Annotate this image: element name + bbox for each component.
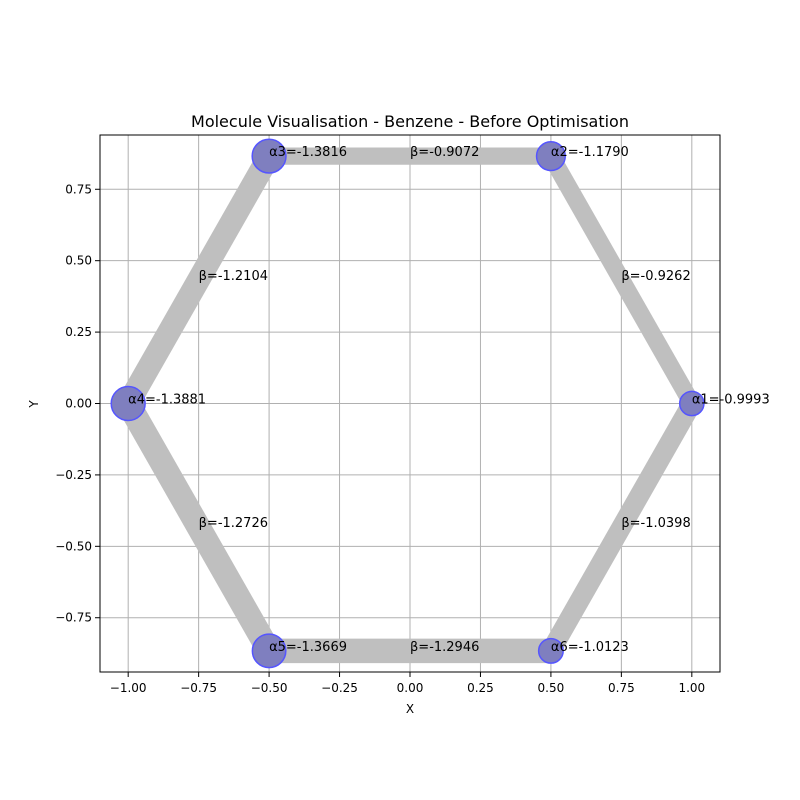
- x-tick-label: 0.75: [608, 681, 635, 695]
- x-tick-label: −0.50: [251, 681, 288, 695]
- y-tick-label: 0.75: [65, 182, 92, 196]
- ticks: −1.00 −0.75 −0.50 −0.25 0.00 0.25 0.50 0.75 1.00…: [55, 182, 705, 695]
- atom-label: α3=-1.3816: [269, 145, 347, 160]
- atom-label: α1=-0.9993: [692, 393, 770, 408]
- bond-label: β=-1.2726: [199, 516, 268, 531]
- atom-node: [110, 385, 146, 422]
- x-tick-label: 1.00: [678, 681, 705, 695]
- y-tick-label: 0.00: [65, 397, 92, 411]
- bond-label: β=-1.2104: [199, 269, 268, 284]
- y-tick-label: −0.50: [55, 539, 92, 553]
- labels: β=-0.9262 β=-0.9072 β=-1.2104 β=-1.2726 β=-1…: [128, 145, 770, 655]
- atoms: [110, 138, 705, 669]
- atom-label: α5=-1.3669: [269, 640, 347, 655]
- x-tick-label: 0.25: [467, 681, 494, 695]
- atom-label: α2=-1.1790: [551, 145, 629, 160]
- x-axis-label: X: [406, 702, 414, 716]
- atom-node: [537, 637, 564, 664]
- bond-line: [542, 398, 701, 656]
- x-tick-label: −1.00: [110, 681, 147, 695]
- x-tick-label: 0.00: [397, 681, 424, 695]
- y-tick-label: 0.50: [65, 254, 92, 268]
- bond-label: β=-1.0398: [621, 516, 690, 531]
- bond-label: β=-0.9262: [621, 269, 690, 284]
- bond-label: β=-1.2946: [410, 640, 479, 655]
- bond-line: [543, 151, 700, 408]
- x-tick-label: −0.25: [321, 681, 358, 695]
- atom-label: α6=-1.0123: [551, 640, 629, 655]
- bonds: [117, 147, 701, 664]
- y-tick-label: −0.25: [55, 468, 92, 482]
- atom-node: [251, 138, 287, 174]
- y-tick-label: −0.75: [55, 611, 92, 625]
- x-tick-label: 0.50: [538, 681, 565, 695]
- atom-node: [251, 633, 287, 669]
- atom-node: [535, 141, 567, 172]
- atom-node: [678, 390, 705, 417]
- y-axis-label: Y: [27, 400, 41, 409]
- x-tick-label: −0.75: [180, 681, 217, 695]
- y-tick-label: 0.25: [65, 325, 92, 339]
- bond-line: [118, 150, 280, 410]
- bond-line: [117, 397, 280, 657]
- atom-label: α4=-1.3881: [128, 393, 206, 408]
- chart-title: Molecule Visualisation - Benzene - Befor…: [191, 112, 629, 131]
- bond-label: β=-0.9072: [410, 145, 479, 160]
